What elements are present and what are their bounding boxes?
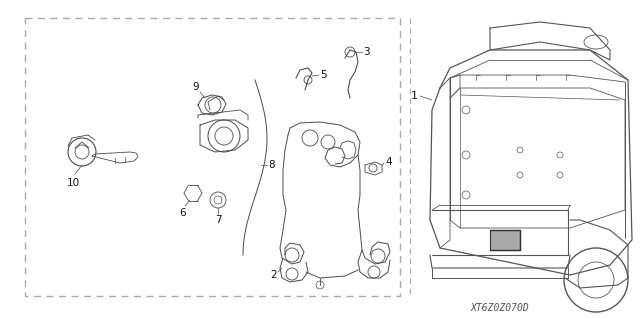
Text: 4: 4 (385, 157, 392, 167)
Text: 5: 5 (320, 70, 326, 80)
Text: 10: 10 (67, 178, 79, 188)
Text: 3: 3 (363, 47, 370, 57)
Polygon shape (490, 230, 520, 250)
Text: 2: 2 (271, 270, 277, 280)
Bar (25, 18, 400, 296)
Text: 9: 9 (193, 82, 199, 92)
Text: 1: 1 (411, 91, 418, 101)
Text: 8: 8 (268, 160, 275, 170)
Text: 6: 6 (180, 208, 186, 218)
Text: XT6Z0Z070D: XT6Z0Z070D (470, 303, 529, 313)
Text: 7: 7 (214, 215, 221, 225)
